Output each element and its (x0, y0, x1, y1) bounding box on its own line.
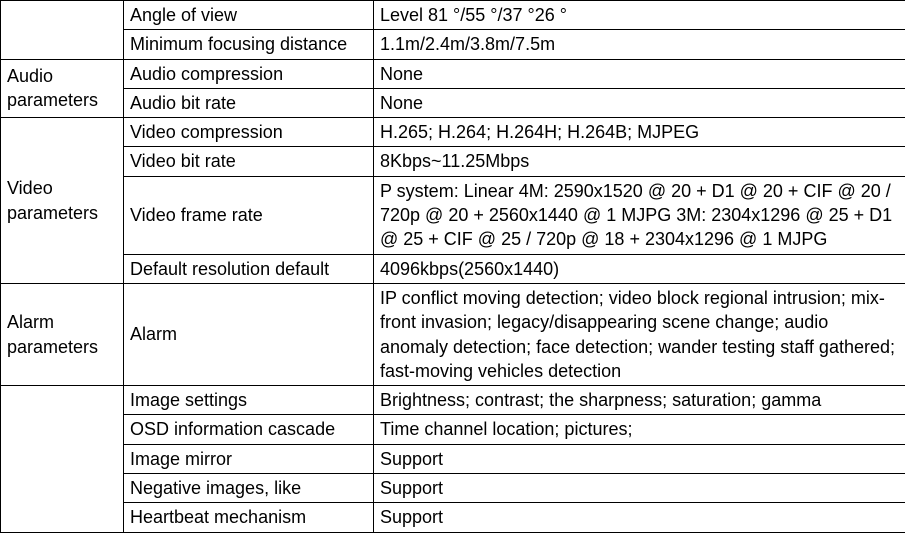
param-value: None (374, 59, 905, 88)
param-label: Audio compression (124, 59, 374, 88)
param-value: Support (374, 474, 905, 503)
table-row: Heartbeat mechanism Support (1, 503, 905, 532)
param-value: 1.1m/2.4m/3.8m/7.5m (374, 30, 905, 59)
param-value: Level 81 °/55 °/37 °26 ° (374, 1, 905, 30)
param-label: Heartbeat mechanism (124, 503, 374, 532)
section-heading-lens (1, 1, 124, 60)
param-label: Negative images, like (124, 474, 374, 503)
param-value: Support (374, 444, 905, 473)
param-label: Image settings (124, 386, 374, 415)
table-row: Minimum focusing distance 1.1m/2.4m/3.8m… (1, 30, 905, 59)
param-label: Alarm (124, 283, 374, 385)
param-value: Support (374, 503, 905, 532)
table-row: Alarm parameters Alarm IP conflict movin… (1, 283, 905, 385)
param-value: IP conflict moving detection; video bloc… (374, 283, 905, 385)
section-heading-video: Video parameters (1, 118, 124, 284)
param-label: Audio bit rate (124, 88, 374, 117)
table-row: Audio parameters Audio compression None (1, 59, 905, 88)
param-value: None (374, 88, 905, 117)
param-label: Video compression (124, 118, 374, 147)
table-row: Default resolution default 4096kbps(2560… (1, 254, 905, 283)
param-value: Time channel location; pictures; (374, 415, 905, 444)
specs-table: Angle of view Level 81 °/55 °/37 °26 ° M… (0, 0, 905, 533)
param-label: Image mirror (124, 444, 374, 473)
param-label: Video bit rate (124, 147, 374, 176)
param-label: Minimum focusing distance (124, 30, 374, 59)
table-row: Image mirror Support (1, 444, 905, 473)
param-value: 4096kbps(2560x1440) (374, 254, 905, 283)
table-row: OSD information cascade Time channel loc… (1, 415, 905, 444)
section-heading-audio: Audio parameters (1, 59, 124, 118)
param-value: Brightness; contrast; the sharpness; sat… (374, 386, 905, 415)
table-row: Video frame rate P system: Linear 4M: 25… (1, 176, 905, 254)
table-row: Video bit rate 8Kbps~11.25Mbps (1, 147, 905, 176)
section-heading-image (1, 386, 124, 532)
param-value: H.265; H.264; H.264H; H.264B; MJPEG (374, 118, 905, 147)
table-row: Video parameters Video compression H.265… (1, 118, 905, 147)
table-row: Image settings Brightness; contrast; the… (1, 386, 905, 415)
section-heading-alarm: Alarm parameters (1, 283, 124, 385)
table-row: Audio bit rate None (1, 88, 905, 117)
param-value: P system: Linear 4M: 2590x1520 @ 20 + D1… (374, 176, 905, 254)
table-row: Negative images, like Support (1, 474, 905, 503)
param-label: Video frame rate (124, 176, 374, 254)
param-label: Angle of view (124, 1, 374, 30)
param-value: 8Kbps~11.25Mbps (374, 147, 905, 176)
param-label: OSD information cascade (124, 415, 374, 444)
param-label: Default resolution default (124, 254, 374, 283)
table-row: Angle of view Level 81 °/55 °/37 °26 ° (1, 1, 905, 30)
